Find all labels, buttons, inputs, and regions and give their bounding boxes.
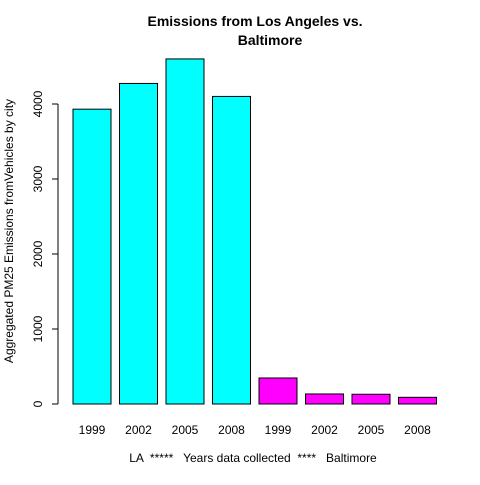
- x-tick-label: 2008: [404, 423, 431, 437]
- x-tick-label: 2005: [172, 423, 199, 437]
- x-tick-label: 1999: [79, 423, 106, 437]
- x-tick-label: 2008: [218, 423, 245, 437]
- y-axis-label: Aggregated PM25 Emissions fromVehicles b…: [2, 99, 16, 363]
- bar-2: [165, 58, 205, 405]
- bars: [72, 58, 437, 405]
- y-tick-label: 2000: [31, 240, 45, 267]
- y-axis: 0 1000 2000 3000 4000: [31, 90, 59, 407]
- y-tick-label: 1000: [31, 315, 45, 342]
- bar-1: [119, 82, 158, 405]
- bar-6: [351, 393, 391, 405]
- x-tick-label: 2005: [358, 423, 385, 437]
- chart-title-line-1: Emissions from Los Angeles vs.: [148, 13, 363, 29]
- x-tick-label: 1999: [265, 423, 292, 437]
- x-tick-label: 2002: [311, 423, 338, 437]
- x-axis-label: LA ***** Years data collected **** Balti…: [129, 451, 377, 465]
- y-tick-label: 3000: [31, 165, 45, 192]
- x-tick-label: 2002: [125, 423, 152, 437]
- bar-4: [258, 377, 298, 405]
- bar-3: [212, 95, 251, 405]
- x-tick-labels: 1999 2002 2005 2008 1999 2002 2005 2008: [79, 423, 432, 437]
- bar-5: [305, 393, 344, 405]
- bar-0: [72, 108, 112, 405]
- chart-title-line-2: Baltimore: [238, 32, 303, 48]
- y-tick-label: 4000: [31, 90, 45, 117]
- bar-7: [398, 396, 437, 405]
- y-tick-label: 0: [31, 400, 45, 407]
